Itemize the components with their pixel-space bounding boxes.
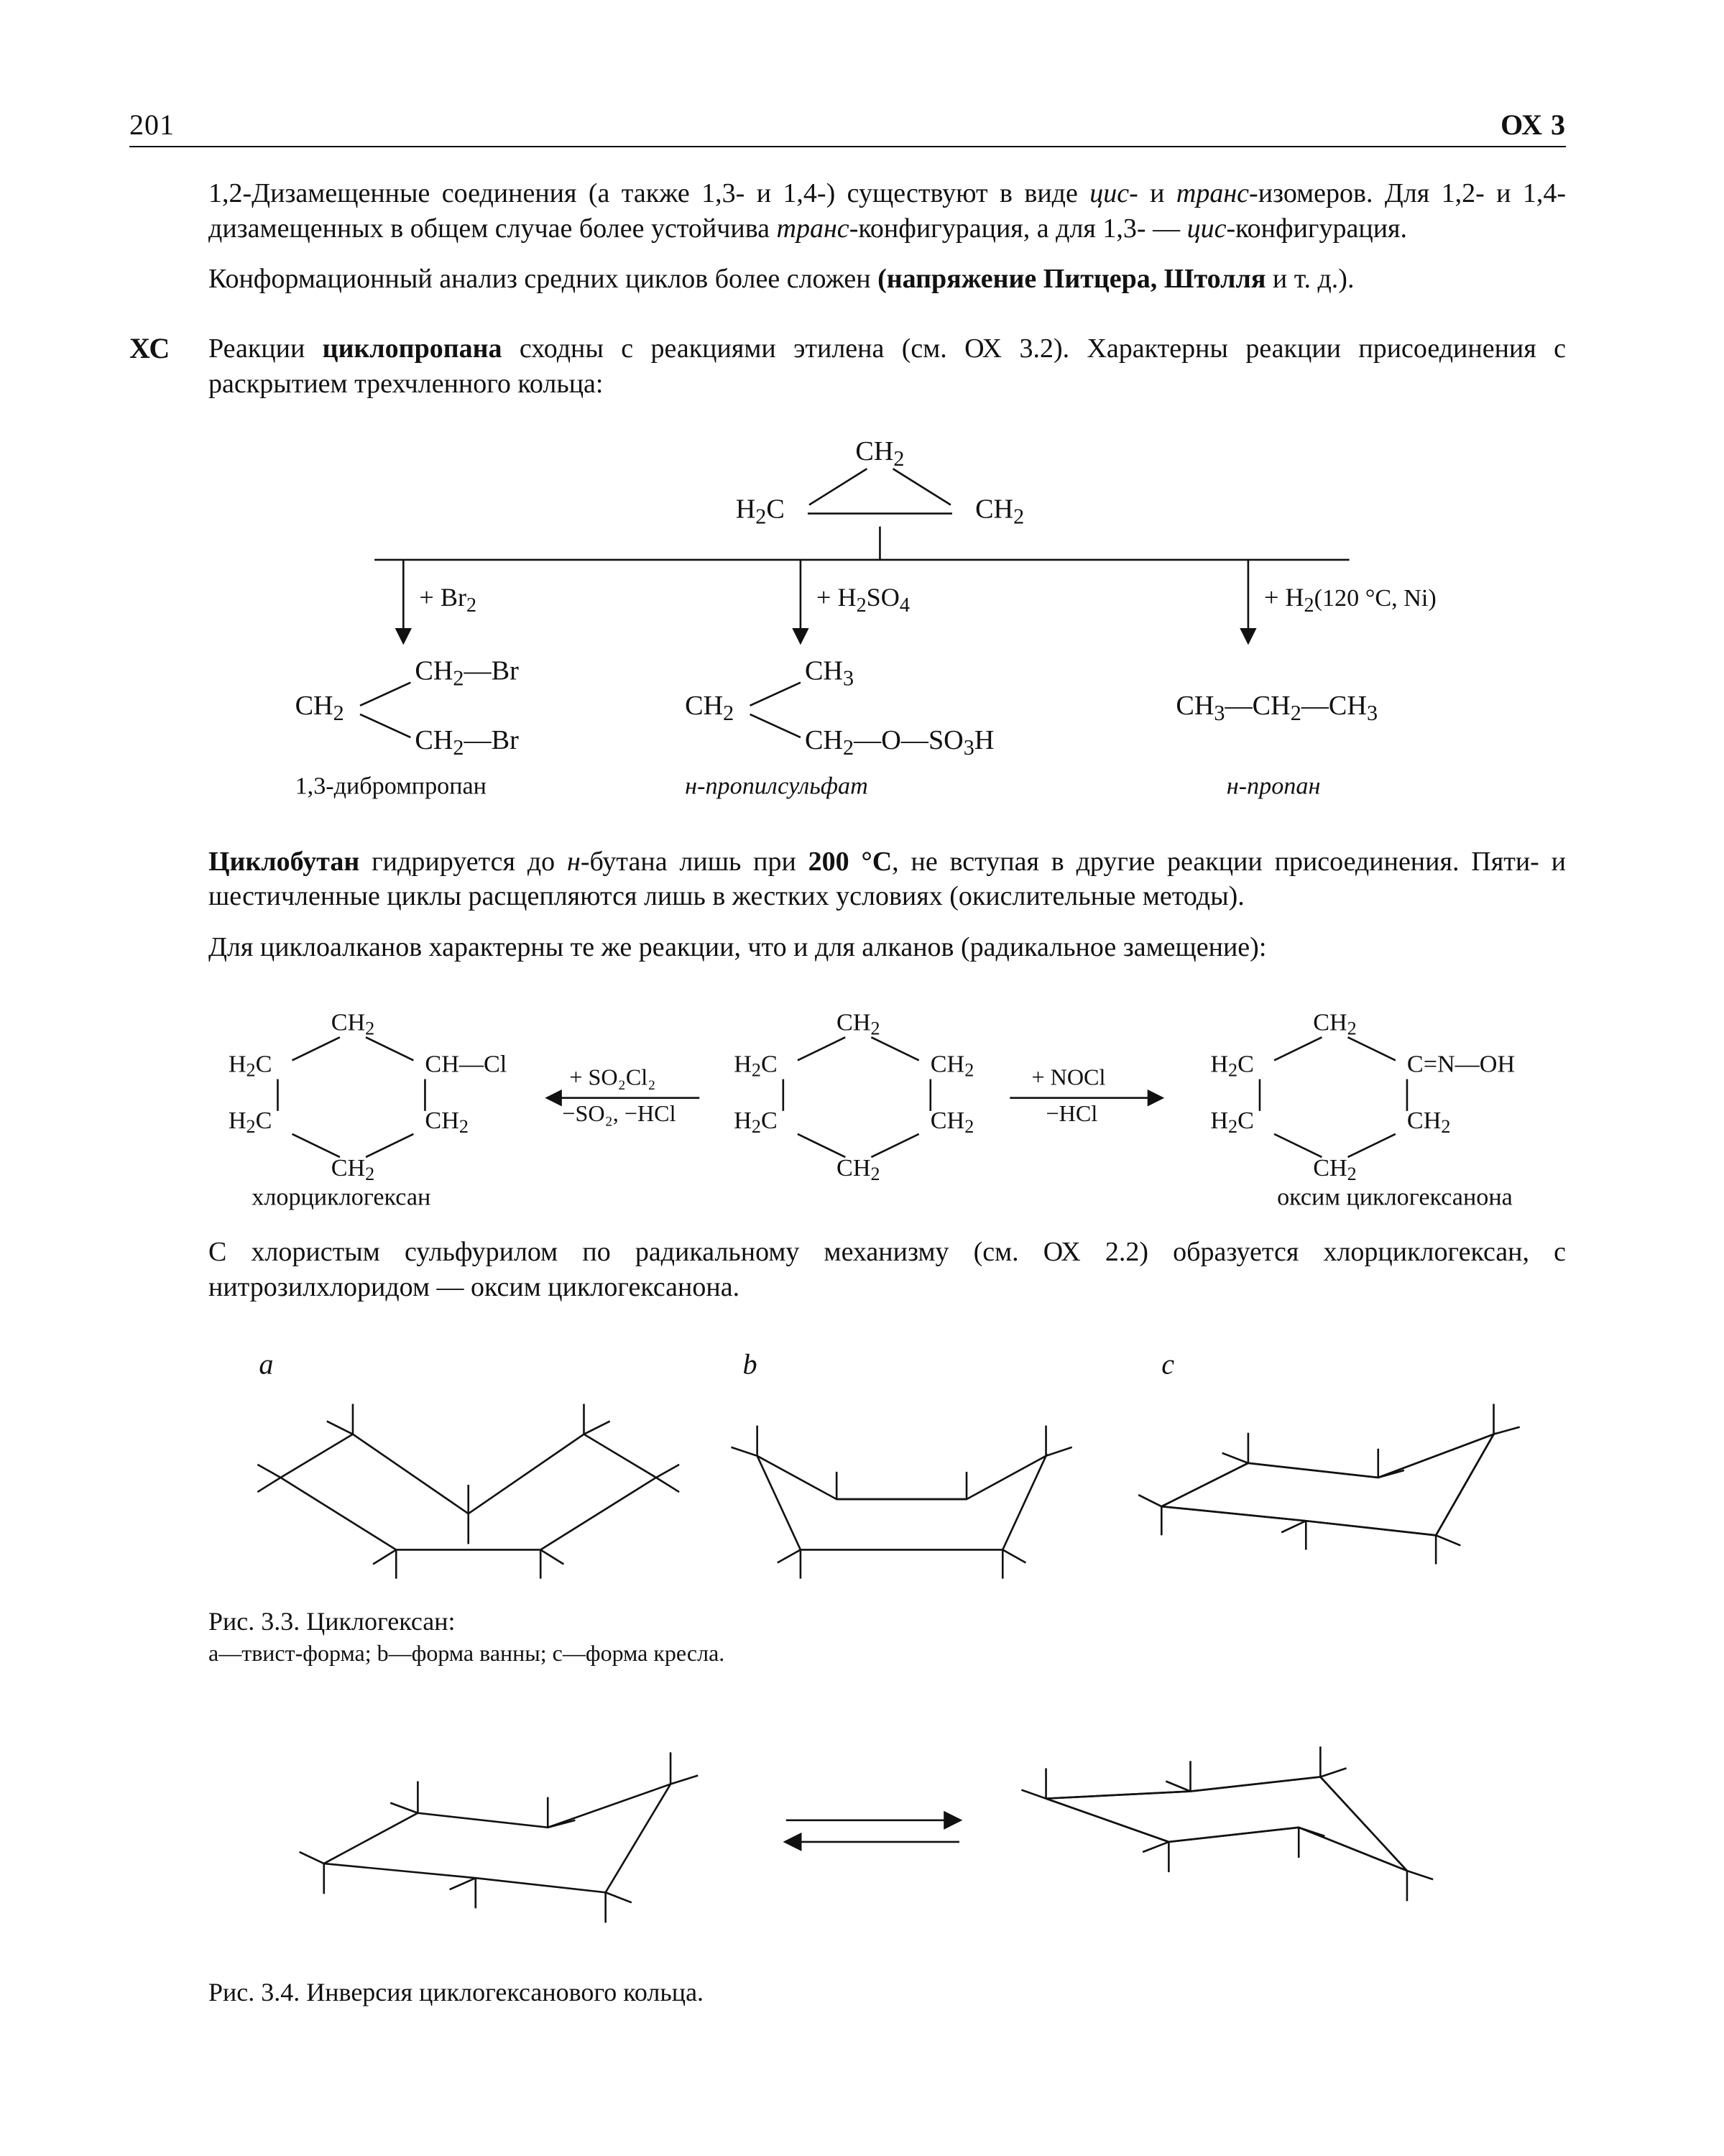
para-5: Для циклоалканов характерны те же реакци… xyxy=(208,930,1566,965)
svg-text:+ Br2: + Br2 xyxy=(419,583,476,617)
svg-text:H2C: H2C xyxy=(736,494,785,529)
svg-text:H2C: H2C xyxy=(229,1107,272,1137)
cyclohexane-icon: CH2 H2C CH2 H2C CH2 CH2 xyxy=(734,1009,974,1184)
figure-3-3: a b xyxy=(208,1333,1566,1668)
content-column: 1,2-Дизамещенные соединения (а также 1,3… xyxy=(208,176,1566,2009)
fig33-caption-legend: a—твист-форма; b—форма ванны; c—форма кр… xyxy=(208,1639,1566,1669)
fig34-caption: Рис. 3.4. Инверсия циклогексанового коль… xyxy=(208,1976,1566,2009)
svg-text:CH2: CH2 xyxy=(836,1009,880,1038)
svg-text:CH2: CH2 xyxy=(931,1107,974,1137)
page: 201 ОХ 3 1,2-Дизамещенные соединения (а … xyxy=(0,0,1724,2156)
svg-text:CH2: CH2 xyxy=(975,494,1024,529)
page-number: 201 xyxy=(129,108,175,142)
chlorocyclohexane-icon: CH2 H2C CH—Cl H2C CH2 CH2 хлорциклогекса… xyxy=(229,1009,507,1210)
product-propane: CH3—CH2—CH3 н-пропан xyxy=(1176,691,1378,800)
svg-text:CH2: CH2 xyxy=(855,436,904,471)
svg-text:CH2: CH2 xyxy=(931,1051,974,1080)
cyclohexanone-oxime-icon: CH2 H2C C=N—OH H2C CH2 CH2 оксим циклоге… xyxy=(1210,1009,1515,1210)
svg-text:C=N—OH: C=N—OH xyxy=(1407,1051,1515,1077)
svg-text:CH2—O—SO3H: CH2—O—SO3H xyxy=(805,725,994,760)
svg-text:H2C: H2C xyxy=(229,1051,272,1080)
fig34-svg xyxy=(208,1705,1566,1965)
svg-text:CH2: CH2 xyxy=(836,1155,880,1184)
svg-text:1,3-дибромпропан: 1,3-дибромпропан xyxy=(295,773,487,800)
svg-text:H2C: H2C xyxy=(1210,1051,1254,1080)
svg-text:c: c xyxy=(1161,1348,1174,1381)
svg-text:+ SO₂Cl₂: + SO₂Cl₂ xyxy=(569,1064,655,1089)
para-2: Конформационный анализ средних циклов бо… xyxy=(208,262,1566,297)
svg-text:H2C: H2C xyxy=(734,1051,778,1080)
svg-text:CH2—Br: CH2—Br xyxy=(415,725,519,760)
scheme2-svg: CH2 H2C CH—Cl H2C CH2 CH2 хлорциклогекса… xyxy=(208,990,1566,1221)
svg-text:CH2: CH2 xyxy=(1313,1009,1357,1038)
svg-text:хлорциклогексан: хлорциклогексан xyxy=(252,1184,430,1210)
svg-text:н-пропан: н-пропан xyxy=(1227,773,1321,800)
svg-text:a: a xyxy=(259,1348,273,1381)
para-4: Циклобутан гидрируется до н-бутана лишь … xyxy=(208,844,1566,914)
svg-text:CH2: CH2 xyxy=(685,691,734,725)
svg-text:CH2: CH2 xyxy=(295,691,344,725)
svg-text:CH2: CH2 xyxy=(1407,1107,1451,1137)
svg-text:CH—Cl: CH—Cl xyxy=(425,1051,507,1077)
fig33-caption-title: Рис. 3.3. Циклогексан: xyxy=(208,1605,1566,1639)
svg-text:H2C: H2C xyxy=(1210,1107,1254,1137)
scheme1-svg: CH2 H2C CH2 + Br2 + H2SO4 xyxy=(208,425,1566,830)
svg-text:CH3: CH3 xyxy=(805,656,854,691)
svg-text:H2C: H2C xyxy=(734,1107,778,1137)
svg-text:+ NOCl: + NOCl xyxy=(1031,1064,1105,1089)
para-1: 1,2-Дизамещенные соединения (а также 1,3… xyxy=(208,176,1566,246)
scheme-cyclohexane: CH2 H2C CH—Cl H2C CH2 CH2 хлорциклогекса… xyxy=(208,990,1566,1221)
svg-text:оксим циклогексанона: оксим циклогексанона xyxy=(1277,1184,1513,1210)
svg-text:CH3—CH2—CH3: CH3—CH2—CH3 xyxy=(1176,691,1378,725)
svg-text:b: b xyxy=(743,1348,757,1381)
svg-text:+ H2(120 °C, Ni): + H2(120 °C, Ni) xyxy=(1264,583,1437,617)
product-propylsulfate: CH2 CH3 CH2—O—SO3H н-пропилсульфат xyxy=(685,656,994,800)
svg-text:CH2: CH2 xyxy=(1313,1155,1357,1184)
product-dibromopropane: CH2 CH2—Br CH2—Br 1,3-дибромпропан xyxy=(295,656,520,800)
figure-3-4: Рис. 3.4. Инверсия циклогексанового коль… xyxy=(208,1705,1566,2010)
svg-text:CH2: CH2 xyxy=(331,1009,375,1038)
scheme-cyclopropane: CH2 H2C CH2 + Br2 + H2SO4 xyxy=(208,425,1566,830)
svg-text:CH2: CH2 xyxy=(331,1155,375,1184)
fig33-svg: a b xyxy=(208,1333,1566,1593)
svg-text:+ H2SO4: + H2SO4 xyxy=(816,583,910,617)
running-head: 201 ОХ 3 xyxy=(129,108,1566,147)
section-code: ОХ 3 xyxy=(1501,108,1566,142)
svg-text:CH2—Br: CH2—Br xyxy=(415,656,519,691)
fig33-caption: Рис. 3.3. Циклогексан: a—твист-форма; b—… xyxy=(208,1605,1566,1668)
svg-text:CH2: CH2 xyxy=(425,1107,469,1137)
para-6: С хлористым сульфурилом по радикальному … xyxy=(208,1235,1566,1304)
svg-text:−HCl: −HCl xyxy=(1046,1100,1098,1126)
svg-text:н-пропилсульфат: н-пропилсульфат xyxy=(685,773,868,800)
para-3: Реакции циклопропана сходны с реакциями … xyxy=(208,331,1566,401)
cyclopropane-icon: CH2 H2C CH2 xyxy=(736,436,1024,528)
margin-label-xc: ХС xyxy=(129,331,170,365)
svg-text:−SO₂, −HCl: −SO₂, −HCl xyxy=(562,1100,676,1126)
